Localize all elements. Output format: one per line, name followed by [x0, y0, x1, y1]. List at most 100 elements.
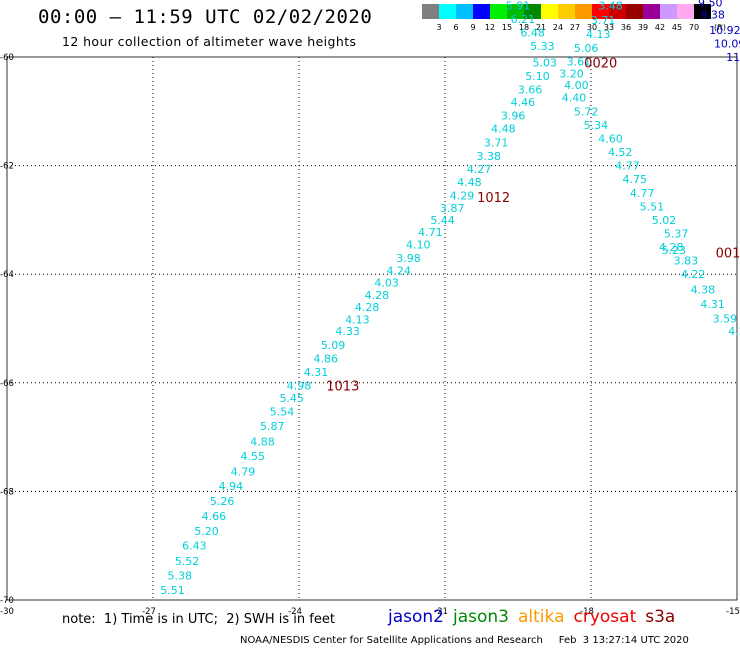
legend-swatch	[541, 4, 558, 19]
data-point-label: 3.38	[477, 150, 502, 163]
data-point-label: 3.20	[559, 67, 584, 80]
x-tick-label: -30	[0, 607, 14, 617]
data-point-label: 4.28	[365, 289, 390, 302]
legend-label: 9	[470, 23, 476, 32]
data-point-label: 5.52	[175, 555, 200, 568]
data-point-label: 5.87	[260, 420, 285, 433]
y-tick-label: -60	[0, 53, 14, 63]
legend-label: 3	[436, 23, 442, 32]
data-point-label: 6.43	[182, 540, 207, 553]
legend-swatch	[660, 4, 677, 19]
data-point-label: 5.51	[160, 584, 185, 597]
data-point-label: 4.24	[387, 264, 412, 277]
data-point-label: 11.39	[726, 51, 740, 64]
x-tick-label: -27	[142, 607, 156, 617]
data-point-label: 5.34	[584, 119, 609, 132]
data-point-label: 4.60	[598, 132, 623, 145]
data-point-label: 4.03	[374, 276, 399, 289]
data-point-label: 4.86	[314, 352, 339, 365]
time-annotation: 0019	[716, 246, 740, 261]
y-tick-label: -62	[0, 162, 14, 172]
data-point-label: 4.94	[219, 480, 244, 493]
legend-label: 12	[484, 23, 496, 32]
data-point-label: 3.48	[598, 0, 623, 12]
data-point-label: 6.48	[520, 27, 545, 40]
mission-label: jason3	[453, 607, 509, 627]
data-point-label: 4.77	[630, 187, 655, 200]
data-point-label: 5.06	[574, 42, 599, 55]
data-point-label: 5.33	[530, 40, 555, 53]
legend-label: 24	[552, 23, 564, 32]
time-annotation: 1013	[326, 380, 359, 395]
data-point-label: 5.02	[652, 214, 677, 227]
y-tick-label: -68	[0, 487, 14, 497]
data-point-label: 3.71	[591, 14, 616, 27]
data-point-label: 4.29	[450, 189, 475, 202]
x-tick-label: -15	[726, 607, 740, 617]
data-point-label: 3.83	[674, 255, 699, 268]
mission-legend: jason2 jason3 altika cryosat s3a	[388, 607, 684, 627]
data-point-label: 4.33	[335, 325, 360, 338]
data-point-label: 4.13	[586, 28, 611, 41]
data-point-label: 4.52	[608, 146, 633, 159]
data-point-label: 5.10	[525, 70, 550, 83]
legend-swatch	[575, 4, 592, 19]
page-title: 00:00 – 11:59 UTC 02/02/2020	[38, 6, 373, 28]
data-point-label: 5.72	[574, 105, 599, 118]
data-point-label: 6.21	[511, 13, 536, 26]
legend-label: 21	[535, 23, 547, 32]
legend-swatch	[558, 4, 575, 19]
y-tick-label: -64	[0, 270, 14, 280]
data-point-label: 5.37	[664, 227, 689, 240]
time-annotation: 0020	[584, 56, 617, 71]
data-point-label: 3.66	[518, 84, 543, 97]
legend-swatch	[507, 4, 524, 19]
data-point-label: 4.31	[700, 298, 725, 311]
data-point-label: 3.61	[567, 55, 592, 68]
x-tick-label: -18	[580, 607, 594, 617]
mission-label: altika	[518, 607, 565, 627]
legend-label: 36	[620, 23, 632, 32]
mission-label: jason2	[388, 607, 444, 627]
legend-label: 45	[671, 23, 683, 32]
data-point-label: 4.00	[564, 79, 589, 92]
data-point-label: 5.03	[533, 56, 558, 69]
legend-swatch	[677, 4, 694, 19]
units-note: note: 1) Time is in UTC; 2) SWH is in fe…	[62, 612, 335, 627]
legend-label: 39	[637, 23, 649, 32]
time-annotation: 1011	[657, 0, 690, 1]
legend-swatch	[643, 4, 660, 19]
data-point-label: 4.55	[241, 450, 266, 463]
time-annotation: 1012	[477, 191, 510, 206]
data-point-label: 10.92	[709, 24, 740, 37]
data-point-label: 5.54	[270, 406, 295, 419]
data-point-label: 5.45	[279, 392, 304, 405]
data-point-label: 4.2	[728, 325, 740, 338]
data-point-label: 5.38	[168, 570, 193, 583]
data-point-label: 5.23	[661, 244, 686, 257]
mission-label: s3a	[645, 607, 676, 627]
legend-swatch	[439, 4, 456, 19]
legend-label: 70	[688, 23, 700, 32]
legend-swatch	[592, 4, 609, 19]
data-point-label: 4.79	[231, 465, 256, 478]
data-point-label: 4.22	[681, 268, 706, 281]
plot-frame	[6, 56, 738, 601]
data-point-label: 3.98	[396, 252, 421, 265]
data-point-label: 4.10	[406, 238, 431, 251]
legend-swatch	[694, 4, 711, 19]
data-point-label: 5.09	[321, 339, 346, 352]
legend-label: 6	[453, 23, 459, 32]
legend-label: 30	[586, 23, 598, 32]
data-point-label: 3.71	[484, 136, 509, 149]
data-point-label: 5.44	[430, 214, 455, 227]
legend-label: 33	[603, 23, 615, 32]
y-tick-label: -70	[0, 596, 14, 606]
footer-credit: NOAA/NESDIS Center for Satellite Applica…	[240, 635, 689, 646]
data-point-label: 9.50	[698, 0, 723, 10]
data-point-label: 3.59	[713, 313, 738, 326]
x-tick-label: -21	[434, 607, 448, 617]
y-tick-label: -66	[0, 379, 14, 389]
legend-swatch	[524, 4, 541, 19]
